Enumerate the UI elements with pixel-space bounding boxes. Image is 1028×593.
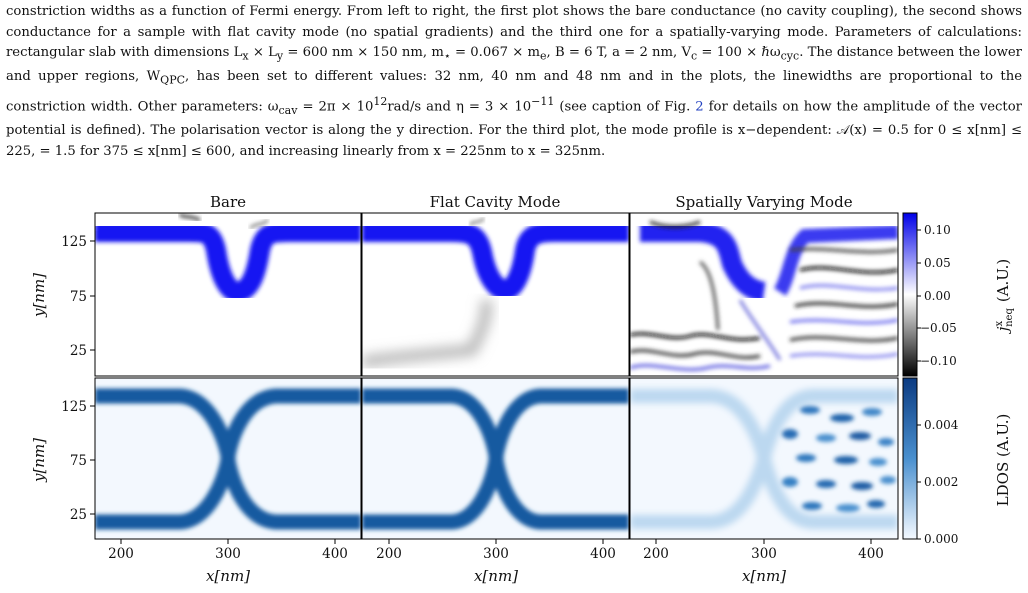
y-axis-bottom: 125 75 25 y[nm] (30, 399, 95, 523)
x-axis-label: x[nm] (742, 567, 786, 585)
x-tick-label: 300 (483, 546, 509, 562)
x-tick-label: 400 (858, 546, 884, 562)
caption-paragraph: constriction widths as a function of Fer… (6, 4, 1022, 159)
colorbar-tick: 0.004 (924, 418, 959, 432)
figure-reference-link[interactable]: 2 (695, 99, 704, 115)
colorbar-tick: −0.05 (920, 321, 957, 335)
figure-caption: constriction widths as a function of Fer… (6, 2, 1022, 162)
colorbar-current-label: jxneq(A.U.) (994, 259, 1015, 334)
current-panel-spatially-varying (630, 213, 898, 376)
colorbar-tick: 0.002 (924, 475, 958, 489)
x-tick-label: 300 (751, 546, 777, 562)
panel-frame-top-flat (361, 212, 630, 377)
ldos-panel-flat-cavity (362, 378, 629, 539)
y-tick-label: 75 (70, 453, 87, 469)
x-axis-label: x[nm] (206, 567, 250, 585)
colorbar-tick: 0.05 (924, 256, 951, 270)
y-tick-label: 25 (70, 343, 87, 359)
x-axis-label: x[nm] (474, 567, 518, 585)
colorbar-tick: 0.00 (924, 289, 951, 303)
colorbar-tick: 0.000 (924, 532, 958, 546)
panel-frame-top-bare (94, 212, 362, 377)
x-tick-label: 200 (643, 546, 669, 562)
x-tick-label: 300 (215, 546, 241, 562)
x-tick-label: 400 (322, 546, 348, 562)
current-panel-flat-cavity (362, 213, 629, 376)
colorbar-tick: −0.10 (920, 354, 957, 368)
y-tick-label: 125 (61, 234, 87, 250)
y-axis-label-bottom: y[nm] (30, 438, 48, 483)
x-tick-label: 200 (376, 546, 402, 562)
y-tick-label: 125 (61, 399, 87, 415)
colorbar-tick: 0.10 (924, 223, 951, 237)
y-axis-label-top: y[nm] (30, 273, 48, 318)
colorbar-current: 0.10 0.05 0.00 −0.05 −0.10 jxneq(A.U.) (902, 212, 1015, 377)
y-tick-label: 25 (70, 507, 87, 523)
colorbar-ldos: 0.004 0.002 0.000 LDOS (A.U.) (902, 377, 1012, 546)
y-tick-label: 75 (70, 289, 87, 305)
panel-title-spatially-varying: Spatially Varying Mode (675, 193, 852, 211)
x-axis: 200 300 400 200 300 400 200 300 400 x[nm… (108, 539, 884, 585)
current-panel-bare (95, 213, 361, 376)
panel-title-bare: Bare (210, 193, 246, 211)
colorbar-ldos-label: LDOS (A.U.) (994, 414, 1012, 507)
y-axis-top: 125 75 25 y[nm] (30, 234, 95, 359)
panel-frame-top-spatial (629, 212, 899, 377)
x-tick-label: 400 (590, 546, 616, 562)
ldos-panel-spatially-varying (630, 378, 898, 539)
x-tick-label: 200 (108, 546, 134, 562)
panel-title-flat-cavity: Flat Cavity Mode (430, 193, 561, 211)
ldos-panel-bare (95, 378, 361, 539)
